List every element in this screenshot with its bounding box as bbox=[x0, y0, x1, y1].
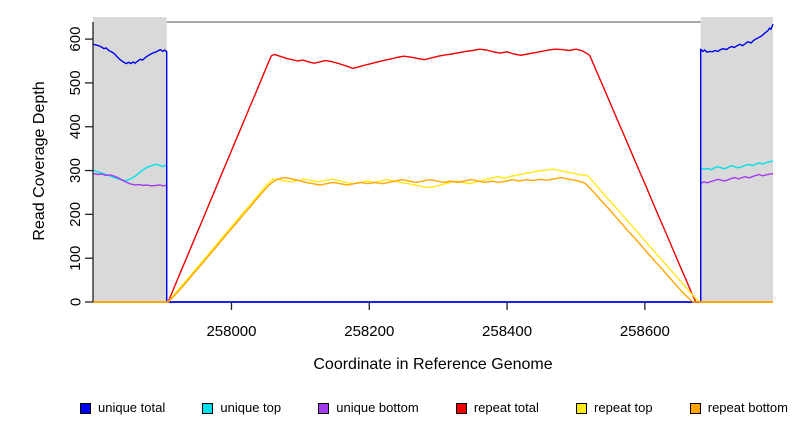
y-tick-label: 600 bbox=[67, 27, 84, 52]
series-line-unique-total bbox=[92, 23, 774, 303]
flank-region-left bbox=[93, 17, 167, 303]
legend-swatch-repeat-total bbox=[455, 402, 467, 414]
legend-swatch-unique-bottom bbox=[318, 402, 330, 414]
legend-item-label: repeat bottom bbox=[707, 400, 788, 415]
legend: unique total unique top unique bottom repea… bbox=[80, 400, 788, 416]
y-tick-label: 300 bbox=[67, 158, 84, 183]
y-tick-label: 400 bbox=[67, 114, 84, 139]
legend-item-repeat-bottom: repeat bottom bbox=[689, 400, 788, 415]
legend-item-repeat-top: repeat top bbox=[576, 401, 653, 415]
x-tick-label: 258600 bbox=[620, 323, 670, 340]
series-line-unique-top bbox=[92, 160, 774, 303]
x-tick-label: 258200 bbox=[344, 323, 394, 340]
legend-item-repeat-total: repeat total bbox=[455, 400, 539, 415]
legend-swatch-unique-top bbox=[202, 402, 214, 414]
y-axis-title: Read Coverage Depth bbox=[31, 81, 48, 241]
flank-region-right bbox=[700, 17, 773, 303]
legend-swatch-unique-total bbox=[80, 402, 91, 414]
legend-swatch-repeat-bottom bbox=[689, 402, 701, 414]
y-tick-label: 500 bbox=[67, 70, 84, 95]
y-tick-label: 200 bbox=[67, 202, 84, 227]
x-tick-label: 258000 bbox=[206, 323, 256, 340]
legend-item-label: repeat total bbox=[473, 400, 539, 415]
legend-item-label: unique top bbox=[220, 400, 282, 415]
legend-item-unique-total: unique total bbox=[80, 401, 165, 415]
series-line-repeat-bottom bbox=[93, 176, 773, 303]
legend-item-unique-top: unique top bbox=[202, 401, 281, 415]
legend-item-unique-bottom: unique bottom bbox=[318, 400, 419, 415]
y-tick-label: 100 bbox=[67, 246, 84, 271]
x-tick-label: 258400 bbox=[482, 323, 532, 340]
legend-item-label: repeat top bbox=[594, 400, 653, 415]
y-tick-label: 0 bbox=[67, 298, 84, 306]
legend-item-label: unique total bbox=[98, 400, 166, 415]
x-axis-title: Coordinate in Reference Genome bbox=[313, 356, 553, 373]
series-line-repeat-top bbox=[93, 168, 773, 303]
series-line-repeat-total bbox=[93, 48, 773, 303]
legend-item-label: unique bottom bbox=[336, 400, 419, 415]
legend-swatch-repeat-top bbox=[576, 402, 588, 414]
